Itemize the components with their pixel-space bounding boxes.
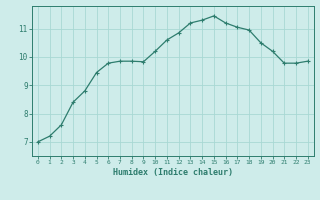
X-axis label: Humidex (Indice chaleur): Humidex (Indice chaleur) xyxy=(113,168,233,177)
